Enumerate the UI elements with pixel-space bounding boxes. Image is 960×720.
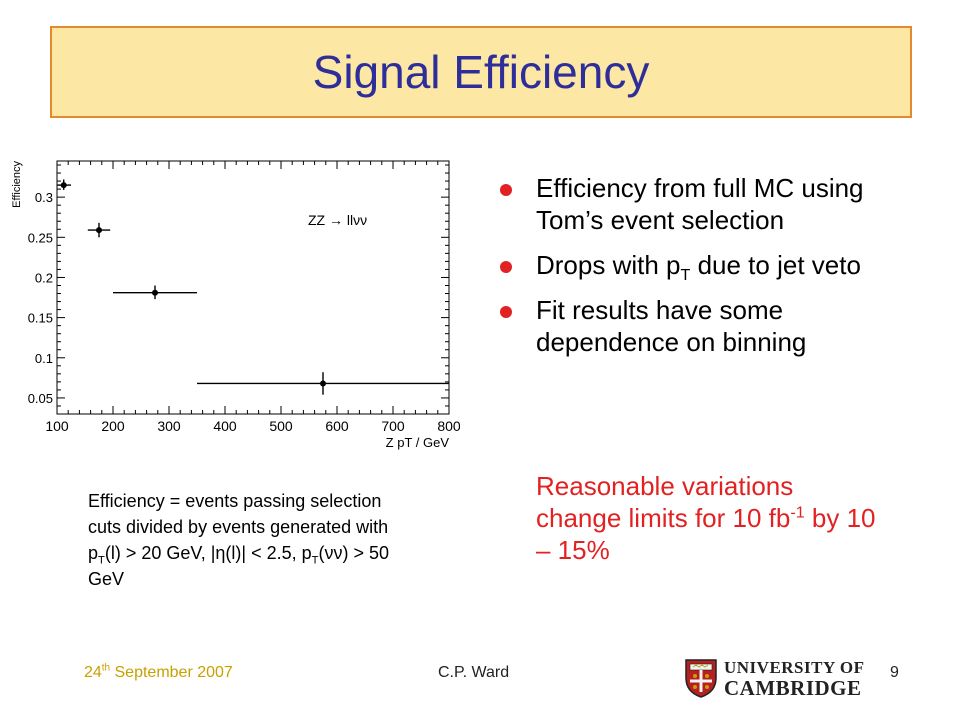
plot-frame bbox=[56, 160, 450, 415]
definition-part3: (νν) > 50 GeV bbox=[88, 543, 389, 589]
x-tick-label: 100 bbox=[45, 418, 69, 434]
limits-note: Reasonable variations change limits for … bbox=[536, 470, 876, 566]
university-logo: UNIVERSITY OF CAMBRIDGE bbox=[684, 658, 865, 700]
bullet-dot-icon bbox=[500, 261, 512, 273]
y-tick-label: 0.1 bbox=[35, 351, 53, 366]
page-number: 9 bbox=[890, 664, 899, 681]
efficiency-definition: Efficiency = events passing selection cu… bbox=[88, 488, 418, 592]
bullet-item: Fit results have some dependence on binn… bbox=[498, 294, 898, 358]
date-rest: September 2007 bbox=[110, 664, 233, 681]
y-tick-label: 0.25 bbox=[28, 230, 53, 245]
bullet-item: Drops with pT due to jet veto bbox=[498, 249, 898, 285]
date-suffix: th bbox=[101, 662, 111, 674]
bullet-text-pre: Drops with p bbox=[536, 250, 681, 280]
data-point bbox=[60, 182, 67, 189]
x-tick-label: 600 bbox=[325, 418, 349, 434]
definition-part1: Efficiency = events passing selection cu… bbox=[88, 491, 389, 563]
bullet-item: Efficiency from full MC using Tom’s even… bbox=[498, 172, 898, 236]
logo-line2: CAMBRIDGE bbox=[724, 676, 862, 700]
logo-line1: UNIVERSITY OF bbox=[724, 658, 865, 677]
y-tick-label: 0.15 bbox=[28, 311, 53, 326]
y-axis-label: Efficiency bbox=[11, 161, 23, 208]
data-point bbox=[96, 227, 102, 234]
x-tick-label: 500 bbox=[269, 418, 293, 434]
limits-note-sup: -1 bbox=[790, 503, 805, 522]
bullet-text: Efficiency from full MC using Tom’s even… bbox=[536, 173, 864, 235]
x-tick-label: 200 bbox=[101, 418, 125, 434]
y-tick-label: 0.2 bbox=[35, 270, 53, 285]
bullet-list: Efficiency from full MC using Tom’s even… bbox=[498, 172, 898, 371]
data-point bbox=[320, 380, 326, 387]
bullet-text-post: due to jet veto bbox=[690, 250, 861, 280]
bullet-dot-icon bbox=[500, 306, 512, 318]
x-axis-label: Z pT / GeV bbox=[386, 435, 450, 450]
bullet-dot-icon bbox=[500, 184, 512, 196]
x-tick-label: 300 bbox=[157, 418, 181, 434]
title-banner: Signal Efficiency bbox=[50, 26, 912, 118]
data-point bbox=[152, 289, 158, 296]
efficiency-plot: 100 200 300 400 500 600 700 800 0.05 0.1 0.15 0.2 0.… bbox=[11, 160, 460, 450]
definition-sub1: T bbox=[98, 554, 105, 567]
limits-note-post: by 10 – 15% bbox=[536, 503, 876, 565]
x-tick-label: 700 bbox=[381, 418, 405, 434]
cambridge-crest-icon bbox=[685, 659, 717, 698]
footer-author: C.P. Ward bbox=[438, 664, 510, 681]
y-tick-label: 0.3 bbox=[35, 190, 53, 205]
limits-note-pre: Reasonable variations change limits for … bbox=[536, 471, 794, 533]
y-tick-label: 0.05 bbox=[28, 391, 53, 406]
process-annotation: ZZ → llνν bbox=[308, 212, 367, 228]
slide-title: Signal Efficiency bbox=[312, 46, 650, 98]
footer-date: 24th September 2007 bbox=[84, 662, 233, 682]
definition-sub2: T bbox=[311, 554, 319, 567]
date-day: 24 bbox=[84, 664, 102, 681]
bullet-text-sub: T bbox=[680, 266, 691, 285]
x-tick-label: 800 bbox=[437, 418, 460, 434]
definition-part2: (l) > 20 GeV, |η(l)| < 2.5, p bbox=[104, 543, 312, 563]
x-tick-label: 400 bbox=[213, 418, 237, 434]
bullet-text: Fit results have some dependence on binn… bbox=[536, 295, 807, 357]
